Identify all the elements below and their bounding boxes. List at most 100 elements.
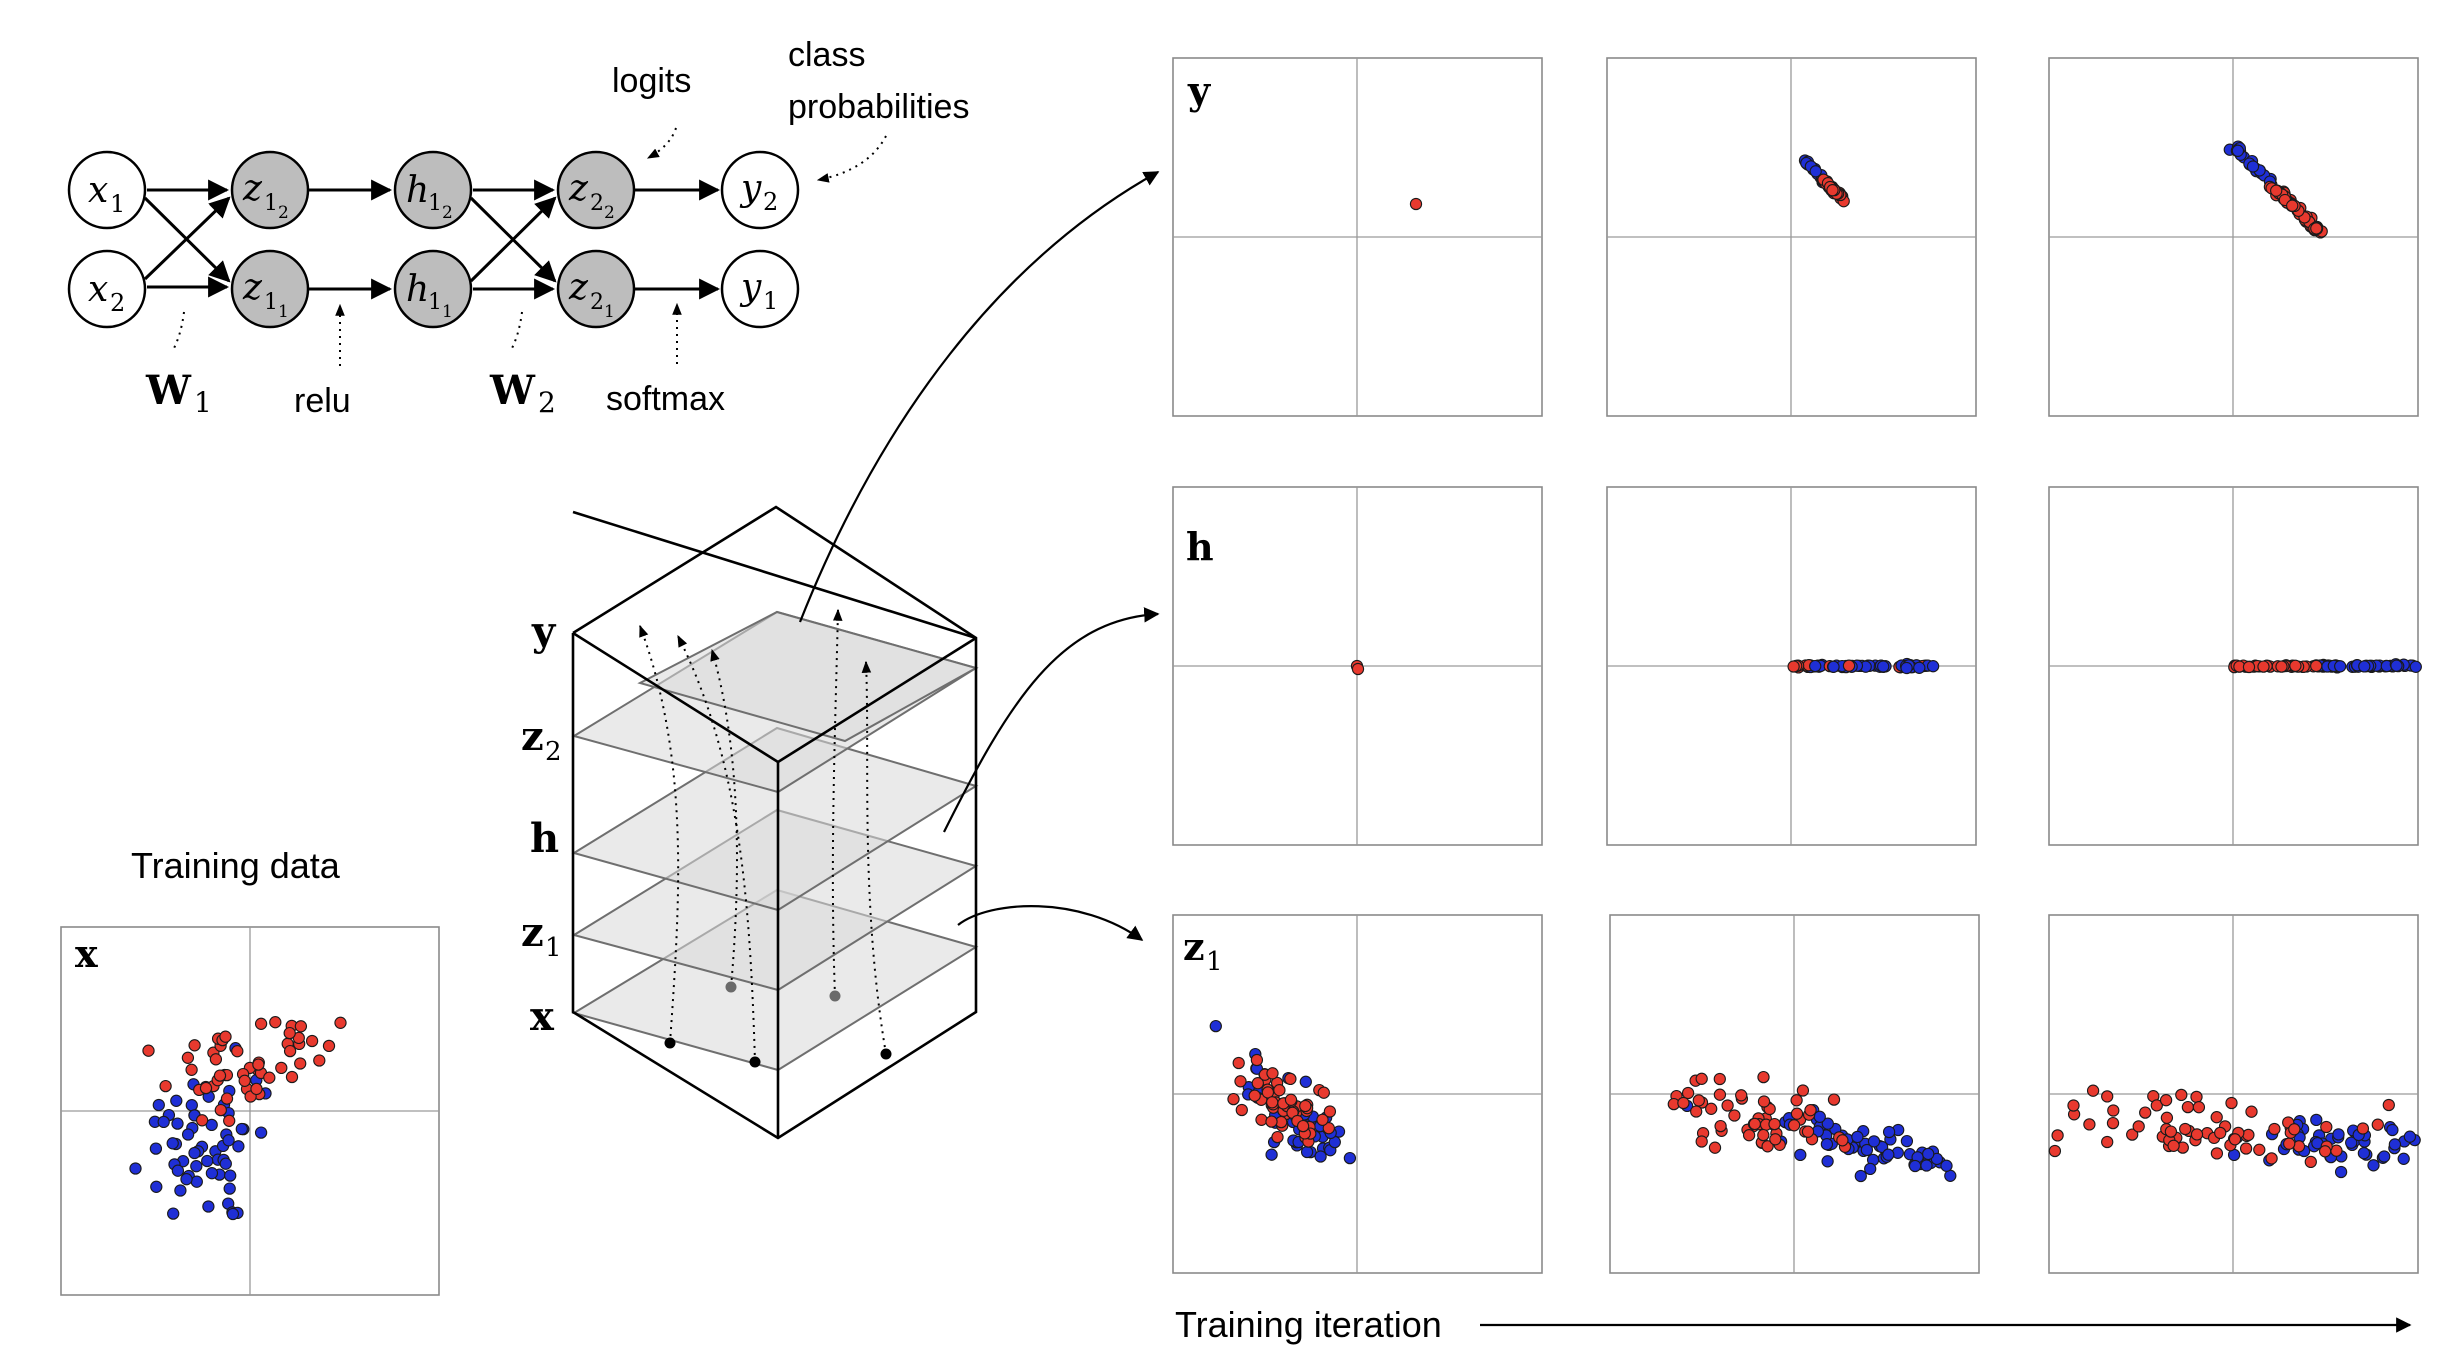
scatter-point <box>1748 1117 1761 1131</box>
scatter-point <box>171 1117 184 1130</box>
scatter-point <box>2132 1120 2145 1133</box>
panel-h-iter2 <box>1606 486 1977 846</box>
scatter-point <box>2257 660 2270 673</box>
node-h1-1-label: h <box>406 269 429 310</box>
scatter-point <box>190 1175 203 1188</box>
scatter-point <box>252 1058 265 1071</box>
scatter-point <box>1801 1125 1815 1138</box>
scatter-point <box>294 1020 308 1033</box>
logits-annotation: logits <box>612 62 691 100</box>
trajectory-3 <box>710 648 738 988</box>
scatter-point <box>2334 660 2347 673</box>
node-y2-label: y <box>739 168 762 209</box>
trajectory-1 <box>639 624 680 1044</box>
scatter-point <box>201 1154 214 1168</box>
scatter-point <box>2159 1094 2173 1107</box>
trajectory-start-1 <box>664 1037 676 1049</box>
edge-x2-z12 <box>143 196 231 281</box>
scatter-point <box>1877 660 1890 673</box>
cube-label-z1-sub: 1 <box>545 933 562 963</box>
scatter-point <box>232 1140 245 1153</box>
node-x2-sub: 2 <box>110 289 125 317</box>
scatter-point <box>235 1122 248 1136</box>
node-y1-label: y <box>739 267 762 308</box>
scatter-point <box>167 1207 180 1220</box>
scatter-point <box>1351 662 1365 676</box>
scatter-point <box>2048 1144 2062 1158</box>
scatter-point <box>2101 1135 2114 1149</box>
cube-front-top-left-edge <box>572 631 779 764</box>
panel-y-iter2 <box>1606 57 1977 417</box>
scatter-point <box>1323 1105 1337 1118</box>
cube-front-top-right-edge <box>777 636 977 764</box>
w1-label: W <box>145 367 192 414</box>
scatter-point <box>1900 661 1913 675</box>
scatter-point <box>2388 1138 2402 1151</box>
trajectory-start-4 <box>829 990 841 1002</box>
scatter-point <box>2397 1152 2410 1165</box>
scatter-point <box>1713 1088 1727 1101</box>
scatter-point <box>1714 1119 1727 1133</box>
cube-label-z1: z <box>521 909 544 956</box>
node-h1-1-subsub: 1 <box>442 302 453 322</box>
scatter-point <box>283 1044 297 1058</box>
scatter-point <box>1761 1140 1774 1153</box>
network-diagram: x 1 x 2 z 1 2 z 1 1 h 1 2 h 1 <box>67 36 969 420</box>
scatter-point <box>166 1137 179 1150</box>
scatter-point <box>1922 1147 1935 1161</box>
scatter-point <box>1284 1093 1298 1106</box>
scatter-point <box>2288 1123 2301 1136</box>
trajectory-5 <box>861 660 887 1055</box>
scatter-point <box>1821 1155 1834 1168</box>
scatter-point <box>190 1160 203 1173</box>
scatter-point <box>188 1039 201 1052</box>
scatter-point <box>254 1017 268 1030</box>
node-x1: x 1 <box>67 150 147 230</box>
scatter-point <box>2320 1120 2333 1134</box>
scatter-point <box>2214 1126 2227 1140</box>
scatter-point <box>1271 1130 1284 1144</box>
network-edges <box>143 179 721 300</box>
node-z2-1-subsub: 1 <box>604 302 615 322</box>
scatter-point <box>1273 1084 1286 1097</box>
node-y1-sub: 1 <box>763 287 778 315</box>
scatter-point <box>231 1045 244 1058</box>
scatter-point <box>1836 1134 1849 1147</box>
node-h1-1-sub: 1 <box>428 290 442 315</box>
scatter-point <box>2225 1096 2238 1110</box>
panel-row-label-h: h <box>1186 524 1214 569</box>
scatter-point <box>209 1053 223 1066</box>
node-y1: y 1 <box>720 249 800 329</box>
scatter-point <box>214 1103 227 1117</box>
scatter-point <box>1314 1150 1327 1163</box>
node-z1-2: z 1 2 <box>230 150 310 230</box>
scatter-point <box>171 1164 185 1177</box>
node-z2-2-label: z <box>568 168 589 209</box>
scatter-point <box>2106 1116 2120 1130</box>
scatter-point <box>2289 659 2302 672</box>
scatter-point <box>170 1094 183 1107</box>
node-x2: x 2 <box>67 249 147 329</box>
scatter-point <box>1708 1141 1722 1154</box>
scatter-point <box>1882 1125 1896 1139</box>
scatter-point <box>220 1092 234 1105</box>
scatter-point <box>181 1128 195 1141</box>
scatter-point <box>1284 1072 1297 1086</box>
scatter-point <box>250 1082 263 1096</box>
trajectory-start-2 <box>749 1056 761 1068</box>
node-y2: y 2 <box>720 150 800 230</box>
cube-label-x: x <box>530 993 555 1040</box>
scatter-point <box>1265 1115 1278 1128</box>
scatter-point <box>1409 197 1423 211</box>
scatter-point <box>2345 1136 2358 1149</box>
scatter-point <box>2275 660 2288 673</box>
panel-grid: y h z 1 <box>1172 57 2422 1274</box>
scatter-point <box>1692 1094 1705 1107</box>
w2-label: W <box>489 367 536 414</box>
scatter-point <box>2367 1159 2380 1172</box>
w1-pointer <box>171 311 185 353</box>
node-z1-1-label: z <box>242 267 263 308</box>
scatter-point <box>1821 1117 1834 1130</box>
cube-back-edge-top-right <box>572 510 977 640</box>
trajectory-start-5 <box>880 1048 892 1060</box>
